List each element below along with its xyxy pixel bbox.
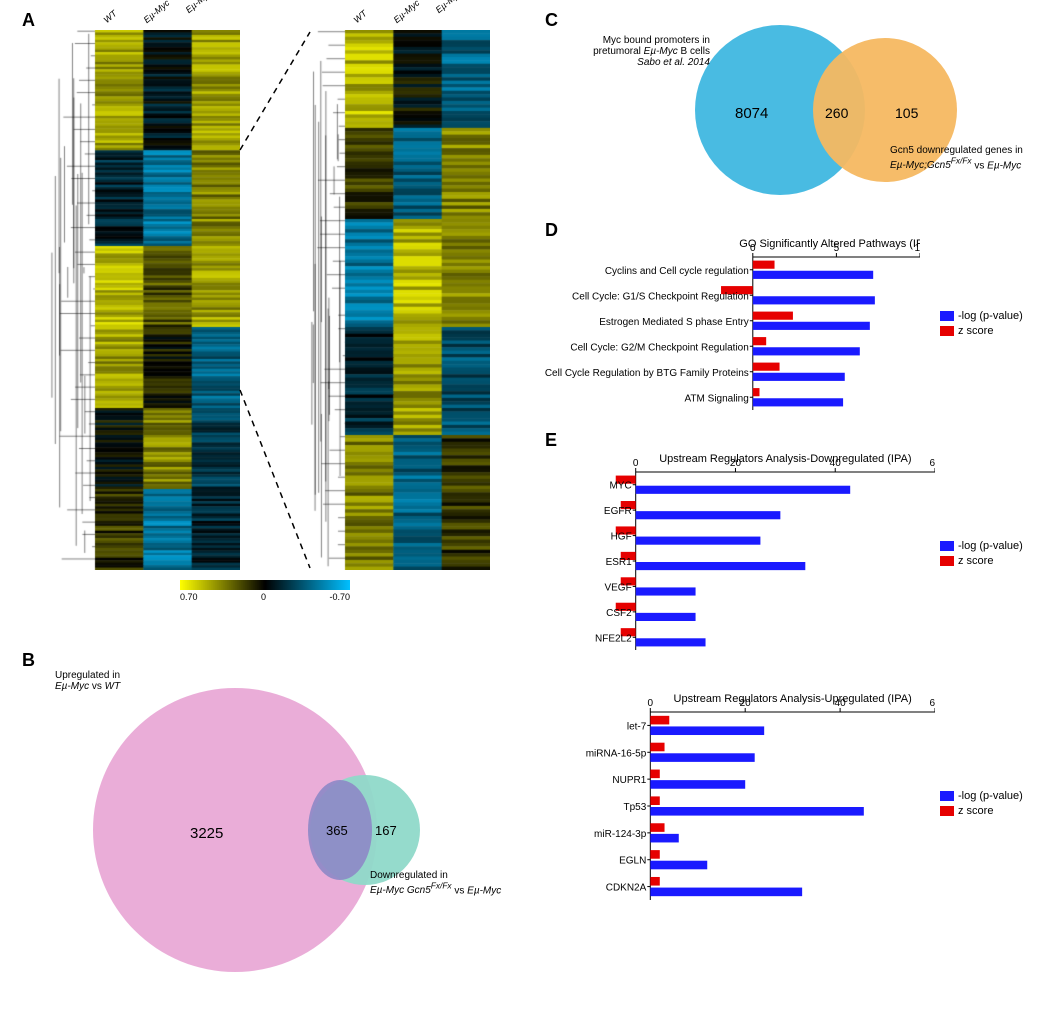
colorbar-left: 0.70 xyxy=(180,592,198,602)
svg-text:EGLN: EGLN xyxy=(619,856,646,867)
svg-text:HGF: HGF xyxy=(611,532,632,543)
panel-b-label: B xyxy=(22,650,35,671)
panel-e-up-legend: -log (p-value) z score xyxy=(940,790,1023,820)
panel-a-connector xyxy=(235,30,315,570)
svg-text:Cyclins and Cell cycle regulat: Cyclins and Cell cycle regulation xyxy=(605,266,749,277)
panel-c-venn: 8074 260 105 Myc bound promoters inpretu… xyxy=(590,10,990,205)
svg-text:let-7: let-7 xyxy=(627,721,647,732)
venn-c-left-count: 8074 xyxy=(735,105,768,122)
venn-c-right-count: 105 xyxy=(895,105,919,121)
svg-text:NFE2L2: NFE2L2 xyxy=(595,633,632,644)
hm1-col-gcn5: Eµ-Myc Gcn5ᶠˣ/ᶠˣ xyxy=(184,0,242,15)
svg-text:EGFR: EGFR xyxy=(604,506,632,517)
svg-text:5: 5 xyxy=(834,243,840,254)
panel-c-label: C xyxy=(545,10,558,31)
svg-text:0: 0 xyxy=(648,698,654,709)
venn-c-left-label: Myc bound promoters inpretumoral Eµ-Myc … xyxy=(565,35,710,68)
venn-b-left-count: 3225 xyxy=(190,825,223,842)
venn-b-right-count: 167 xyxy=(375,823,397,838)
panel-b-venn: 3225 365 167 Upregulated inEµ-Myc vs WT … xyxy=(60,670,450,980)
venn-b-right-label: Downregulated inEµ-Myc Gcn5Fx/Fx vs Eµ-M… xyxy=(370,870,525,896)
svg-text:miR-124-3p: miR-124-3p xyxy=(594,829,647,840)
svg-text:CSF2: CSF2 xyxy=(606,608,632,619)
svg-text:MYC: MYC xyxy=(609,481,631,492)
colorbar-mid: 0 xyxy=(261,592,266,602)
svg-text:60: 60 xyxy=(929,698,935,709)
panel-e-up-chart: Upstream Regulators Analysis-Upregulated… xyxy=(570,690,935,903)
svg-text:40: 40 xyxy=(835,698,847,709)
hm1-col-wt: WT xyxy=(102,8,119,25)
svg-text:miRNA-16-5p: miRNA-16-5p xyxy=(586,748,647,759)
panel-a-heatmap-left: WT Eµ-Myc Eµ-Myc Gcn5ᶠˣ/ᶠˣ xyxy=(50,30,240,573)
colorbar-right: -0.70 xyxy=(329,592,350,602)
panel-d-chart: GO Significantly Altered Pathways (IPA)0… xyxy=(540,235,920,413)
svg-text:ATM Signaling: ATM Signaling xyxy=(685,393,749,404)
panel-a-colorbar: 0.70 0 -0.70 xyxy=(180,580,350,602)
svg-text:0: 0 xyxy=(750,243,756,254)
svg-text:Cell Cycle: G2/M Checkpoint Re: Cell Cycle: G2/M Checkpoint Regulation xyxy=(570,342,748,353)
hm2-col-emu: Eµ-Myc xyxy=(392,0,422,25)
svg-text:10: 10 xyxy=(914,243,920,254)
panel-e-down-legend: -log (p-value) z score xyxy=(940,540,1023,570)
hm1-col-emu: Eµ-Myc xyxy=(142,0,172,25)
svg-text:0: 0 xyxy=(633,458,639,469)
venn-c-overlap-count: 260 xyxy=(825,105,849,121)
svg-text:CDKN2A: CDKN2A xyxy=(606,883,647,894)
svg-text:NUPR1: NUPR1 xyxy=(612,775,646,786)
svg-text:Cell Cycle: G1/S Checkpoint Re: Cell Cycle: G1/S Checkpoint Regulation xyxy=(572,291,749,302)
svg-text:GO Significantly Altered Pathw: GO Significantly Altered Pathways (IPA) xyxy=(739,238,920,250)
venn-b-left-label: Upregulated inEµ-Myc vs WT xyxy=(55,670,185,692)
hm2-col-gcn5: Eµ-Myc Gcn5ᶠˣ/ᶠˣ xyxy=(434,0,492,15)
svg-text:Tp53: Tp53 xyxy=(624,802,647,813)
svg-text:Upstream Regulators Analysis-U: Upstream Regulators Analysis-Upregulated… xyxy=(674,693,912,705)
hm2-col-wt: WT xyxy=(352,8,369,25)
panel-e-down-chart: Upstream Regulators Analysis-Downregulat… xyxy=(570,450,935,653)
svg-text:ESR1: ESR1 xyxy=(606,557,633,568)
svg-text:Estrogen Mediated S phase Entr: Estrogen Mediated S phase Entry xyxy=(599,317,749,328)
venn-c-right-label: Gcn5 downregulated genes inEµ-Myc;Gcn5Fx… xyxy=(890,145,1050,171)
svg-text:60: 60 xyxy=(929,458,935,469)
svg-text:Cell Cycle Regulation by BTG F: Cell Cycle Regulation by BTG Family Prot… xyxy=(545,368,749,379)
panel-e-label: E xyxy=(545,430,557,451)
panel-a-label: A xyxy=(22,10,35,31)
svg-text:Upstream Regulators Analysis-D: Upstream Regulators Analysis-Downregulat… xyxy=(659,453,911,465)
svg-text:40: 40 xyxy=(830,458,842,469)
svg-text:VEGF: VEGF xyxy=(604,582,631,593)
panel-d-legend: -log (p-value) z score xyxy=(940,310,1023,340)
panel-a-heatmap-right: WT Eµ-Myc Eµ-Myc Gcn5ᶠˣ/ᶠˣ xyxy=(310,30,490,573)
svg-text:20: 20 xyxy=(740,698,752,709)
venn-b-overlap-count: 365 xyxy=(326,823,348,838)
svg-text:20: 20 xyxy=(730,458,742,469)
